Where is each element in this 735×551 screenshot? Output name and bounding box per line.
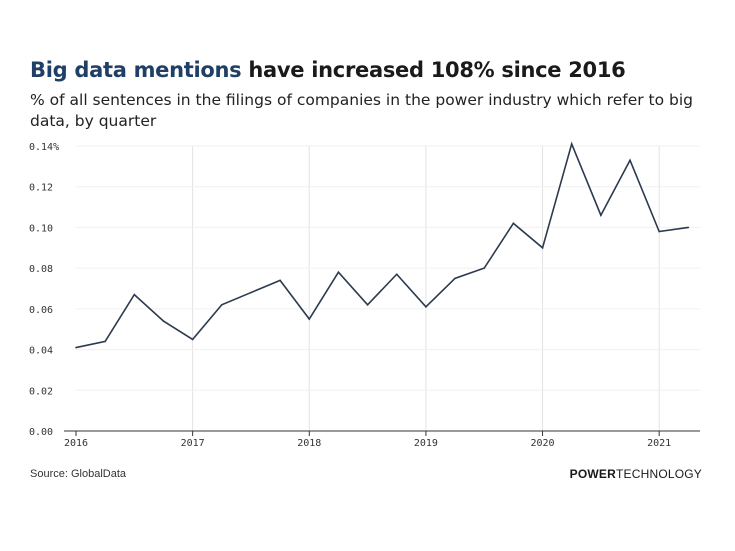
y-tick-label: 0.08 [29, 264, 53, 275]
y-tick-label: 0.04 [29, 346, 53, 357]
data-point [220, 303, 223, 306]
data-point [162, 320, 165, 322]
x-tick-label: 2018 [297, 438, 321, 449]
source-note: Source: GlobalData [30, 468, 126, 480]
grid-layer [76, 145, 700, 431]
x-tick-label: 2019 [414, 438, 438, 449]
y-tick-label: 0.00 [29, 427, 53, 438]
y-tick-label: 0.10 [29, 223, 53, 234]
axis-layer [64, 430, 700, 436]
chart-title: Big data mentions have increased 108% si… [30, 58, 626, 82]
data-point [512, 222, 515, 225]
data-point [308, 318, 311, 320]
series-line [75, 141, 689, 349]
data-point [483, 267, 486, 269]
data-point [425, 306, 427, 308]
title-highlight: Big data mentions [30, 58, 242, 82]
x-tick-label: 2017 [181, 438, 205, 449]
y-tick-label: 0.02 [29, 386, 53, 397]
title-rest: have increased 108% since 2016 [241, 58, 626, 82]
data-point [600, 214, 602, 217]
data-point [75, 346, 77, 349]
data-point [250, 291, 252, 294]
data-point [366, 303, 369, 306]
data-point [395, 273, 398, 276]
data-point [104, 340, 106, 343]
data-point [658, 230, 660, 233]
series-layer [75, 141, 690, 349]
brand-logo: POWERTECHNOLOGY [570, 467, 702, 481]
data-point [337, 271, 340, 274]
y-tick-label: 0.14% [29, 142, 59, 153]
data-point [191, 338, 194, 341]
data-point [687, 226, 690, 229]
chart-subtitle: % of all sentences in the filings of com… [30, 91, 694, 130]
data-point [570, 143, 573, 145]
data-point [454, 277, 456, 280]
x-tick-label: 2020 [530, 438, 554, 449]
y-tick-label: 0.06 [29, 305, 53, 316]
y-tick-label: 0.12 [29, 183, 53, 194]
data-point [279, 279, 281, 282]
brand-bold: POWER [569, 467, 616, 481]
brand-rest: TECHNOLOGY [615, 467, 702, 481]
x-tick-label: 2016 [64, 438, 88, 449]
data-point [133, 293, 136, 296]
data-point [629, 159, 631, 162]
x-tick-label: 2021 [647, 438, 671, 449]
data-point [541, 246, 544, 249]
tick-label-layer: 0.00 0.02 0.04 0.06 0.08 0.10 0.12 0.14% 2016 201… [29, 142, 671, 449]
